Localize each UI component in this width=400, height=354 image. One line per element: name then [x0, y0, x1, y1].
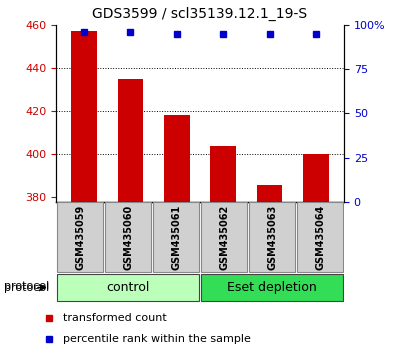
Bar	[71, 31, 97, 202]
Bar	[164, 115, 190, 202]
Text: GSM435060: GSM435060	[123, 205, 133, 270]
Bar	[210, 145, 236, 202]
Bar	[257, 184, 282, 202]
Text: GSM435063: GSM435063	[267, 205, 277, 270]
Text: transformed count: transformed count	[63, 313, 167, 323]
Text: GSM435064: GSM435064	[315, 205, 325, 270]
Title: GDS3599 / scl35139.12.1_19-S: GDS3599 / scl35139.12.1_19-S	[92, 7, 308, 21]
Text: Eset depletion: Eset depletion	[227, 281, 317, 294]
Text: percentile rank within the sample: percentile rank within the sample	[63, 334, 251, 344]
Text: GSM435062: GSM435062	[219, 205, 229, 270]
Bar	[201, 274, 343, 301]
Text: protocol: protocol	[4, 282, 49, 293]
Bar	[118, 79, 143, 202]
Bar	[249, 202, 295, 272]
Bar	[303, 154, 329, 202]
Bar	[201, 202, 247, 272]
Text: GSM435059: GSM435059	[75, 205, 85, 270]
Text: control: control	[106, 281, 150, 294]
Bar	[57, 274, 199, 301]
Text: GSM435061: GSM435061	[171, 205, 181, 270]
Bar	[153, 202, 199, 272]
Bar	[297, 202, 343, 272]
Bar	[105, 202, 151, 272]
Bar	[57, 202, 103, 272]
Text: protocol: protocol	[4, 281, 49, 291]
